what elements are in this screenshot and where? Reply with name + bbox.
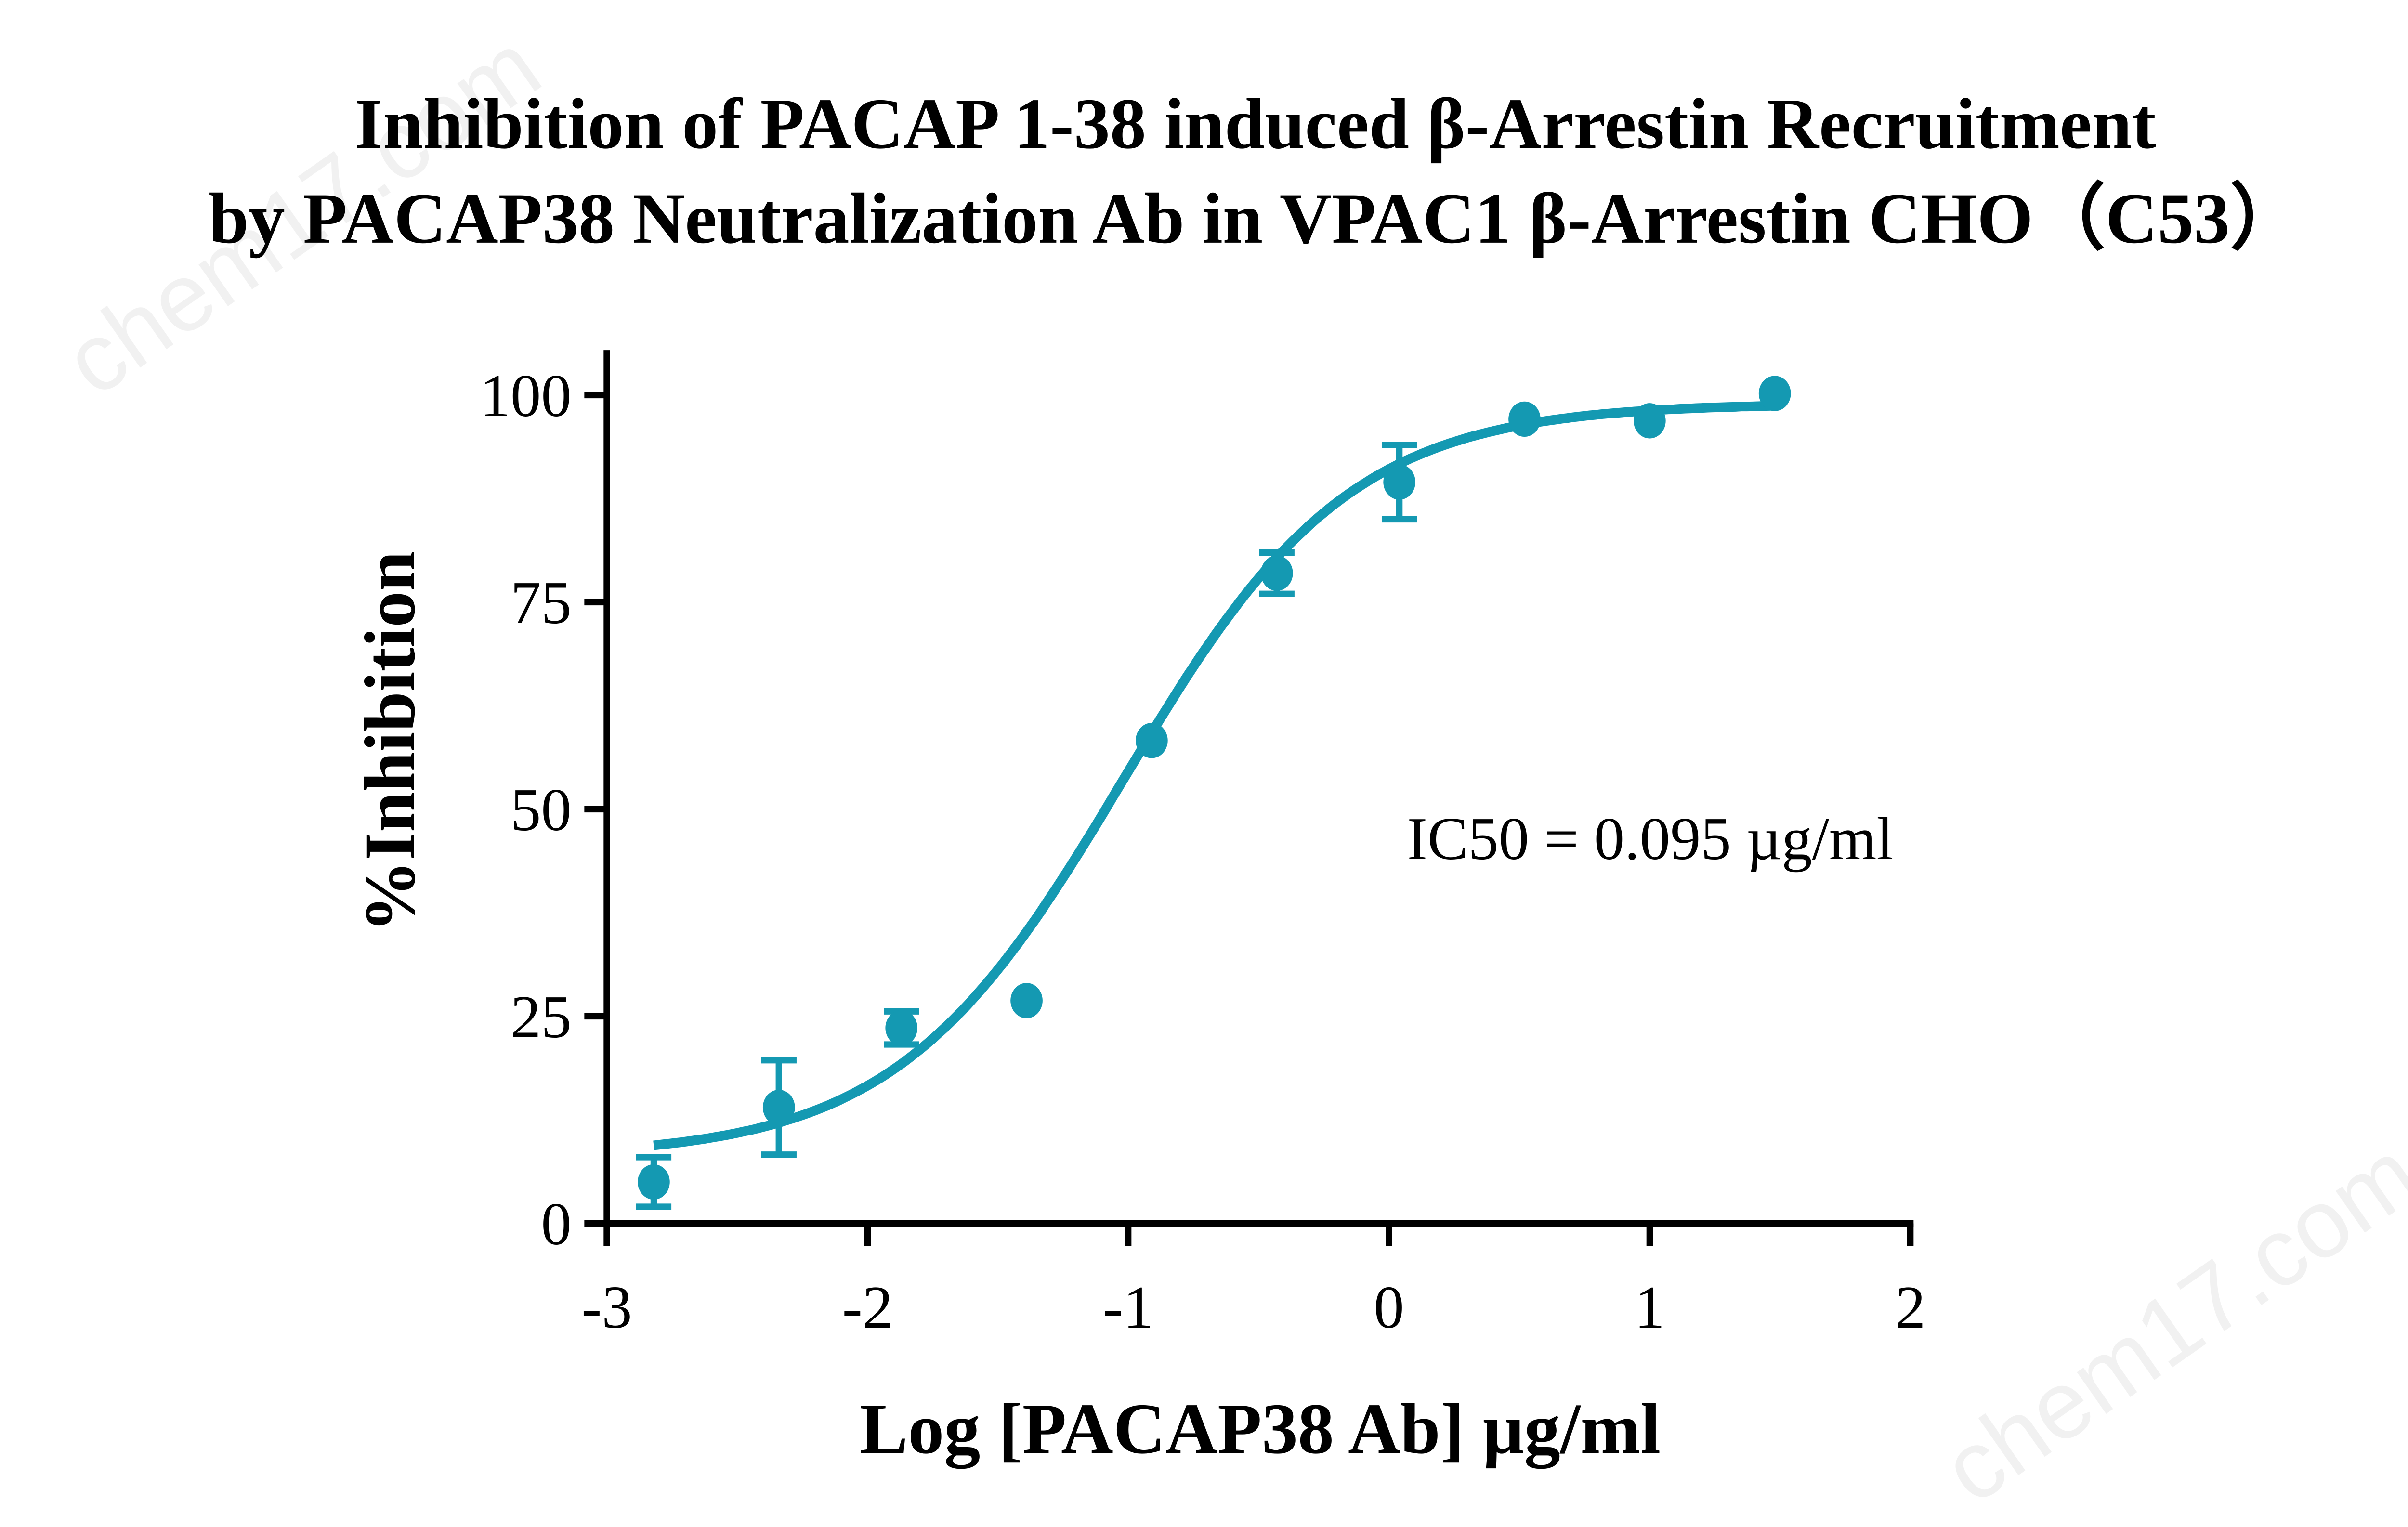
data-point [885,1010,918,1046]
data-point [1010,983,1043,1018]
y-tick-label: 0 [541,1190,571,1258]
chart-title-line-2: by PACAP38 Neutralization Ab in VPAC1 β-… [209,179,2302,259]
x-tick-label: -3 [581,1274,632,1341]
fit-curve [653,401,1775,1150]
y-axis-label: %Inhibition [350,551,430,932]
y-tick-label: 100 [480,362,572,430]
data-point [1383,464,1415,500]
data-point [1508,401,1541,437]
y-tick-label: 75 [510,569,572,637]
x-tick-label: -1 [1103,1274,1154,1341]
x-tick-label: 1 [1635,1274,1665,1341]
data-point [1758,376,1791,411]
data-point [1136,723,1168,758]
y-tick-label: 50 [510,776,572,844]
chart-title-line-1: Inhibition of PACAP 1-38 induced β-Arres… [355,84,2156,164]
x-axis-label: Log [PACAP38 Ab] µg/ml [860,1389,1661,1469]
data-point [1634,403,1666,439]
watermark: chem17.com [1924,1120,2408,1524]
x-tick-label: -2 [842,1274,893,1341]
data-point [1260,555,1293,591]
data-point [638,1164,670,1200]
data-point [762,1090,795,1125]
y-tick-label: 25 [510,983,572,1051]
x-tick-label: 2 [1895,1274,1925,1341]
x-tick-label: 0 [1374,1274,1404,1341]
ic50-annotation: IC50 = 0.095 µg/ml [1407,805,1894,873]
